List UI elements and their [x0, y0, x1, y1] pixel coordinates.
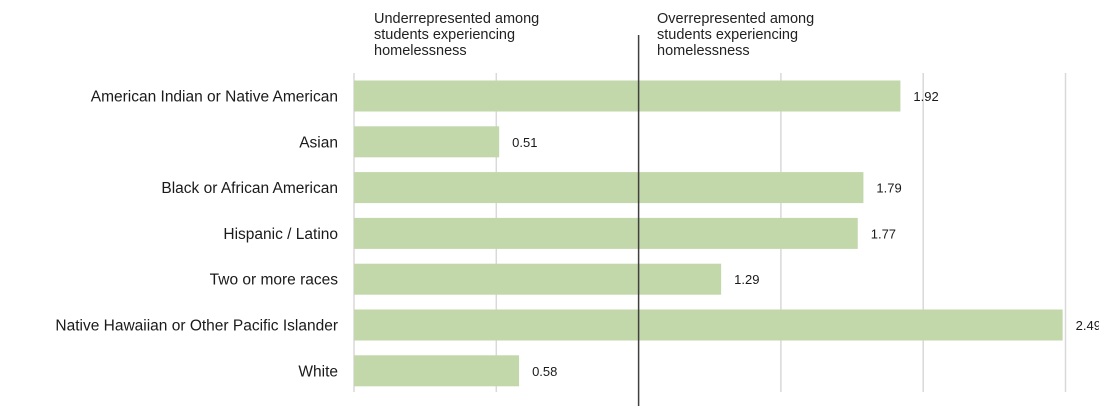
category-label: Hispanic / Latino	[223, 226, 338, 243]
value-label: 1.92	[913, 89, 938, 104]
category-label: American Indian or Native American	[91, 89, 338, 106]
category-label: Two or more races	[210, 272, 339, 289]
category-label: Asian	[299, 134, 338, 151]
value-label: 1.29	[734, 272, 759, 287]
overrepresented-annotation: Overrepresented among students experienc…	[657, 11, 815, 59]
value-label: 0.51	[512, 135, 537, 150]
bar	[354, 80, 901, 112]
bar	[354, 355, 520, 387]
category-label: Black or African American	[161, 180, 338, 197]
value-label: 1.79	[876, 181, 901, 196]
bar	[354, 172, 864, 204]
category-label: White	[298, 363, 338, 380]
value-label: 1.77	[871, 226, 896, 241]
value-label: 2.49	[1076, 318, 1099, 333]
bar	[354, 309, 1063, 341]
bar	[354, 217, 858, 249]
underrepresented-annotation: Underrepresented among students experien…	[374, 11, 540, 59]
bar	[354, 263, 722, 295]
category-label: Native Hawaiian or Other Pacific Islande…	[55, 318, 338, 335]
value-label: 0.58	[532, 364, 557, 379]
bar	[354, 126, 500, 158]
